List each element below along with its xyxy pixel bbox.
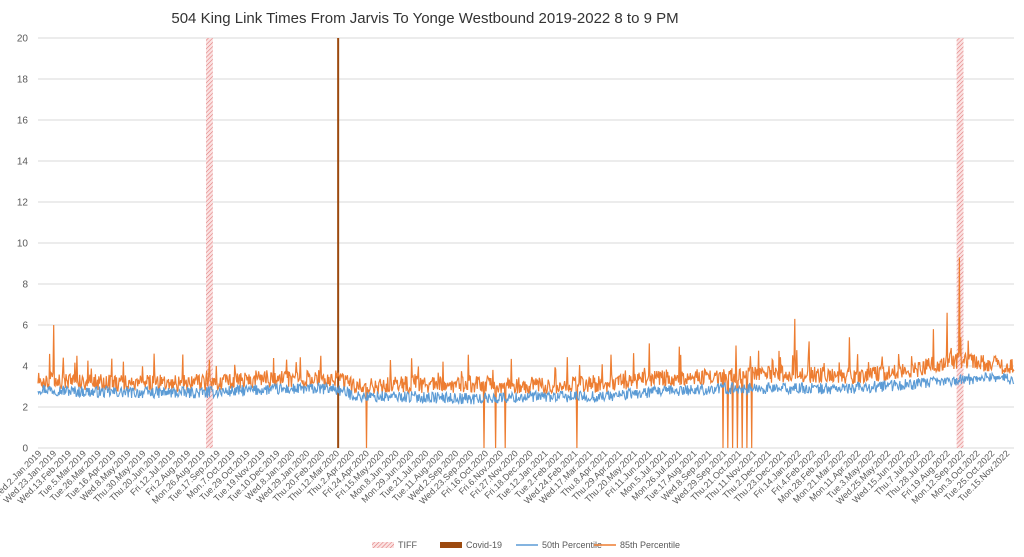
y-tick-label: 20 (17, 34, 29, 45)
legend-label: Covid-19 (466, 540, 502, 550)
y-tick-label: 14 (17, 157, 29, 168)
y-tick-label: 8 (22, 280, 28, 291)
legend-label: 50th Percentile (542, 540, 602, 550)
y-tick-label: 12 (17, 198, 29, 209)
legend: TIFF Covid-19 50th Percentile 85th Percenti… (372, 540, 680, 550)
series-lines (37, 257, 1015, 449)
event-markers (206, 38, 964, 448)
x-axis-ticks: Wed.2.Jan.2019Wed.23.Jan.2019Wed.13.Feb.… (0, 448, 1011, 506)
series-85th-percentile (37, 257, 1015, 449)
legend-swatch (372, 542, 394, 548)
y-tick-label: 18 (17, 75, 29, 86)
y-tick-label: 0 (22, 444, 28, 455)
legend-swatch (440, 542, 462, 548)
y-tick-label: 10 (17, 239, 29, 250)
series-50th-percentile (37, 371, 1015, 405)
y-axis-ticks: 0 2 4 6 8 10 12 14 16 18 20 (17, 34, 29, 455)
chart-title: 504 King Link Times From Jarvis To Yonge… (171, 10, 678, 27)
tiff-marker (206, 38, 213, 448)
y-tick-label: 4 (22, 362, 28, 373)
gridlines (38, 37, 1014, 449)
y-tick-label: 6 (22, 321, 28, 332)
legend-label: TIFF (398, 540, 417, 550)
tiff-marker (956, 38, 964, 448)
covid-marker (337, 38, 340, 448)
legend-label: 85th Percentile (620, 540, 680, 550)
y-tick-label: 16 (17, 116, 29, 127)
y-tick-label: 2 (22, 403, 28, 414)
